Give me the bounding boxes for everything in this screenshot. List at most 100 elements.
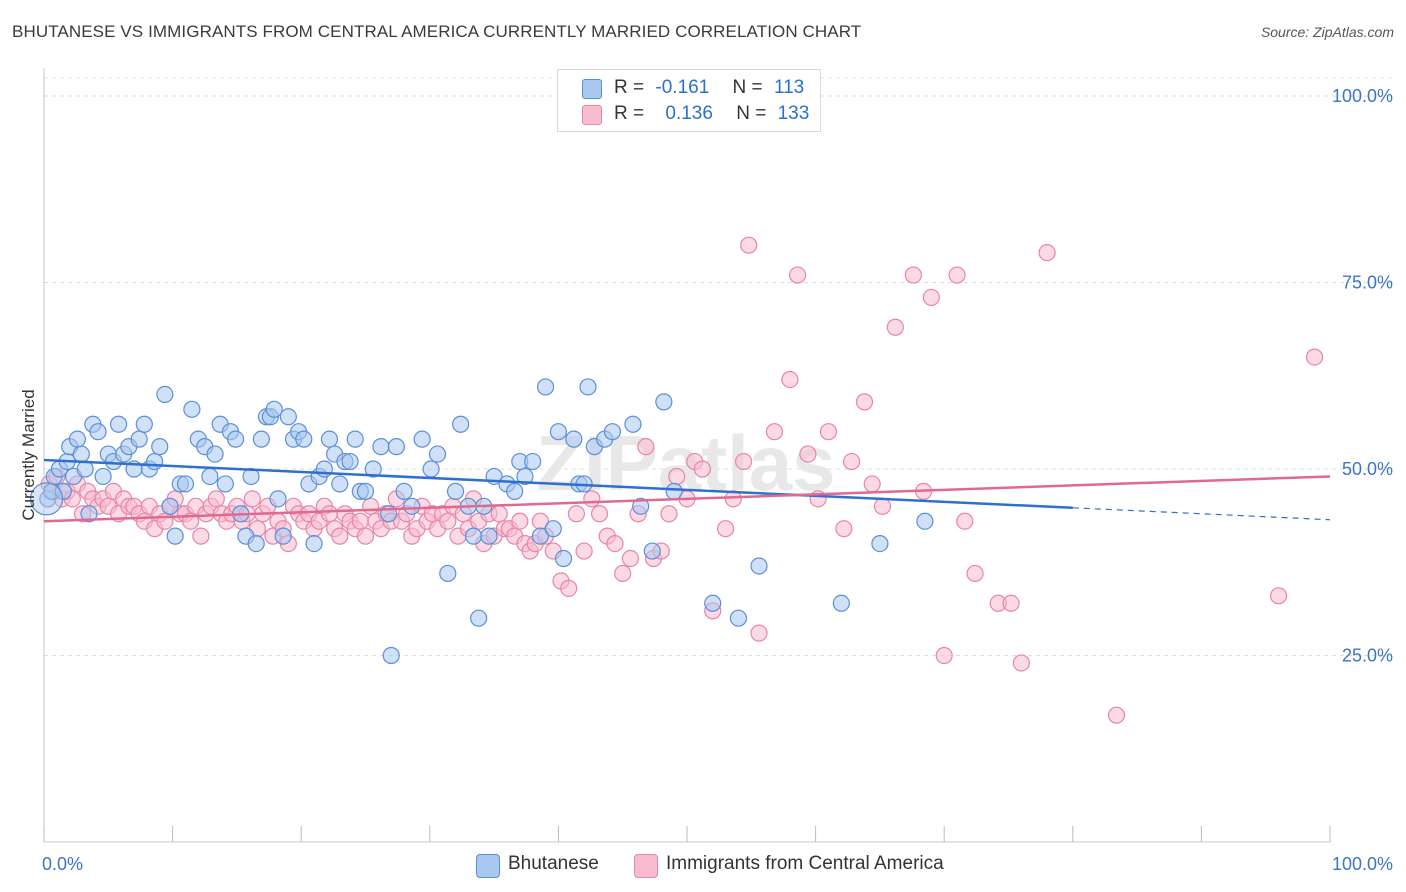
data-point <box>643 542 661 560</box>
data-point <box>243 490 261 508</box>
data-point <box>531 527 549 545</box>
data-point <box>422 460 440 478</box>
n-label: N = <box>732 77 763 98</box>
data-point <box>665 482 683 500</box>
data-point <box>904 266 922 284</box>
data-point <box>166 527 184 545</box>
data-point <box>734 452 753 471</box>
data-point <box>590 505 609 523</box>
data-point <box>372 438 390 456</box>
data-point <box>603 423 622 441</box>
data-point <box>439 512 457 530</box>
data-point <box>693 460 712 478</box>
data-point <box>315 460 333 478</box>
r-label: R = <box>614 77 645 98</box>
data-point <box>871 534 889 553</box>
data-point <box>320 430 339 448</box>
data-point <box>351 512 369 530</box>
data-point <box>320 505 339 523</box>
data-point <box>68 430 87 448</box>
axes <box>43 68 1331 843</box>
data-point <box>109 415 128 433</box>
data-point <box>265 400 283 418</box>
n-label: N = <box>736 103 767 124</box>
data-point <box>843 452 861 471</box>
data-point <box>886 318 904 336</box>
data-point <box>54 482 72 500</box>
data-point <box>247 534 265 553</box>
y-tick-label: 100.0% <box>1332 86 1393 106</box>
data-point <box>176 475 195 493</box>
data-point <box>788 266 807 284</box>
data-point <box>832 594 850 612</box>
data-point <box>729 609 748 627</box>
trend-line-immigrants <box>43 475 1331 523</box>
data-point <box>750 557 768 575</box>
legend-swatch-blue <box>582 79 602 99</box>
data-point <box>403 497 421 515</box>
data-point <box>1269 587 1288 605</box>
data-point <box>295 430 313 448</box>
gridlines <box>44 77 1392 656</box>
data-point <box>356 527 375 545</box>
data-point <box>1107 706 1126 724</box>
data-point <box>145 452 164 471</box>
data-point <box>565 430 583 448</box>
data-point <box>799 445 817 463</box>
source-label: Source: ZipAtlas.com <box>1260 24 1394 40</box>
y-tick-label: 50.0% <box>1342 459 1393 479</box>
data-point <box>506 482 524 500</box>
legend-swatch-pink <box>582 105 602 125</box>
data-point <box>544 520 562 538</box>
data-point <box>183 400 201 418</box>
data-point <box>655 393 673 411</box>
data-point <box>89 423 107 441</box>
data-point <box>935 646 953 665</box>
data-point <box>668 467 686 486</box>
data-point <box>446 482 465 500</box>
correlation-legend: R = -0.161 N = 113 R = 0.136 N = 133 <box>557 69 821 132</box>
data-point <box>269 490 287 508</box>
series-immigrants-central-america <box>40 236 1324 724</box>
data-point <box>192 527 210 545</box>
data-point <box>956 512 974 530</box>
data-point <box>583 490 601 508</box>
data-point <box>716 520 735 538</box>
data-point <box>156 385 174 403</box>
data-point <box>452 415 470 433</box>
data-point <box>704 594 722 612</box>
data-point <box>948 266 966 284</box>
n-value: 133 <box>777 103 810 124</box>
data-point <box>94 467 112 486</box>
data-point <box>395 482 413 500</box>
data-point <box>781 370 799 389</box>
data-point <box>873 497 892 515</box>
data-point <box>206 445 224 463</box>
legend-label: Bhutanese <box>508 853 599 874</box>
data-point <box>524 452 542 471</box>
data-point <box>922 288 940 307</box>
y-axis-label: Currently Married <box>19 389 38 520</box>
n-value: 113 <box>773 77 805 98</box>
data-point <box>855 393 874 411</box>
data-point <box>511 512 529 530</box>
data-point <box>765 423 784 441</box>
r-value: -0.161 <box>655 77 710 98</box>
series-bhutanese <box>29 378 934 665</box>
y-tick-labels: 25.0% 50.0% 75.0% 100.0% <box>1332 86 1393 666</box>
data-point <box>966 564 984 583</box>
data-point <box>1038 244 1056 262</box>
data-point <box>362 497 380 515</box>
data-point <box>305 534 323 553</box>
data-point <box>252 430 270 448</box>
data-point-cluster <box>29 482 64 516</box>
data-point <box>151 438 169 456</box>
y-tick-label: 75.0% <box>1342 273 1393 293</box>
data-point <box>1305 348 1324 366</box>
data-point <box>624 415 642 433</box>
data-point <box>356 482 375 500</box>
data-point <box>560 579 578 597</box>
data-point <box>201 467 219 486</box>
legend-swatch-pink <box>634 854 658 878</box>
